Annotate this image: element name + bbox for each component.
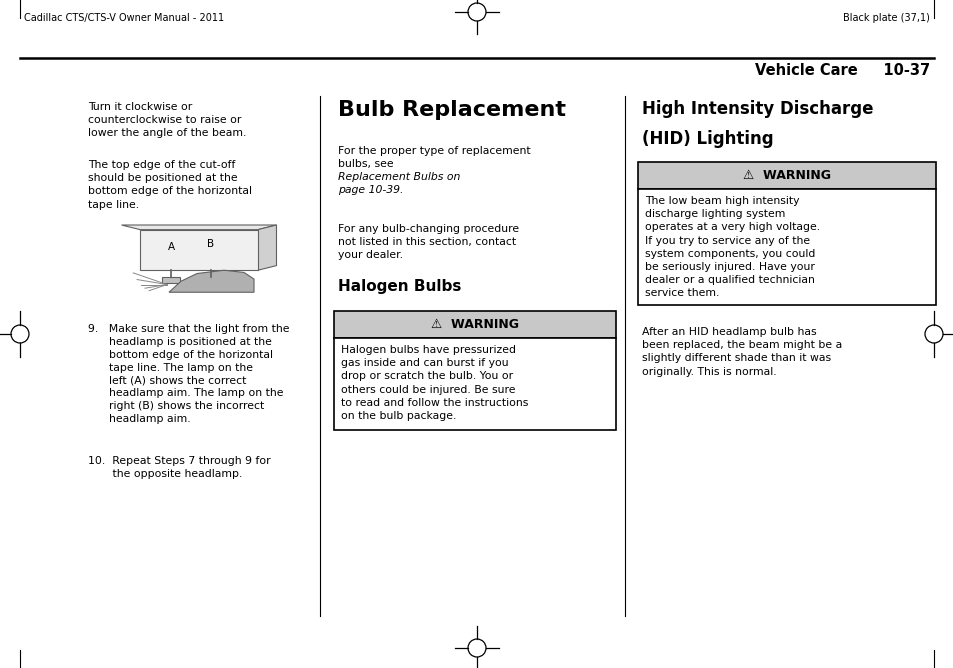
- Bar: [202, 277, 220, 283]
- Text: 10.  Repeat Steps 7 through 9 for
       the opposite headlamp.: 10. Repeat Steps 7 through 9 for the opp…: [88, 456, 271, 479]
- Text: (HID) Lighting: (HID) Lighting: [641, 130, 773, 148]
- Text: ⚠  WARNING: ⚠ WARNING: [431, 318, 518, 331]
- Text: Vehicle Care     10-37: Vehicle Care 10-37: [754, 63, 929, 78]
- Text: Cadillac CTS/CTS-V Owner Manual - 2011: Cadillac CTS/CTS-V Owner Manual - 2011: [24, 13, 224, 23]
- Text: B: B: [207, 238, 214, 248]
- Text: For the proper type of replacement
bulbs, see: For the proper type of replacement bulbs…: [337, 146, 530, 169]
- Polygon shape: [140, 230, 257, 271]
- Text: Bulb Replacement: Bulb Replacement: [337, 100, 565, 120]
- Text: After an HID headlamp bulb has
been replaced, the beam might be a
slightly diffe: After an HID headlamp bulb has been repl…: [641, 327, 841, 377]
- Bar: [334, 338, 616, 430]
- Polygon shape: [257, 225, 276, 271]
- Text: The low beam high intensity
discharge lighting system
operates at a very high vo: The low beam high intensity discharge li…: [644, 196, 820, 299]
- Text: Halogen Bulbs: Halogen Bulbs: [337, 279, 461, 294]
- Bar: [162, 277, 180, 283]
- Bar: [334, 311, 616, 338]
- Bar: [638, 189, 935, 305]
- Text: 9.   Make sure that the light from the
      headlamp is positioned at the
     : 9. Make sure that the light from the hea…: [88, 324, 289, 424]
- Text: Turn it clockwise or
counterclockwise to raise or
lower the angle of the beam.: Turn it clockwise or counterclockwise to…: [88, 102, 246, 138]
- Text: Replacement Bulbs on
page 10-39.: Replacement Bulbs on page 10-39.: [337, 172, 460, 195]
- Text: A: A: [168, 242, 174, 252]
- Text: Halogen bulbs have pressurized
gas inside and can burst if you
drop or scratch t: Halogen bulbs have pressurized gas insid…: [340, 345, 528, 421]
- Text: The top edge of the cut-off
should be positioned at the
bottom edge of the horiz: The top edge of the cut-off should be po…: [88, 160, 252, 210]
- Text: ⚠  WARNING: ⚠ WARNING: [742, 169, 830, 182]
- Text: For any bulb-changing procedure
not listed in this section, contact
your dealer.: For any bulb-changing procedure not list…: [337, 224, 518, 261]
- Text: Black plate (37,1): Black plate (37,1): [842, 13, 929, 23]
- Polygon shape: [169, 271, 253, 292]
- Bar: [638, 162, 935, 189]
- Text: High Intensity Discharge: High Intensity Discharge: [641, 100, 873, 118]
- Polygon shape: [121, 225, 276, 230]
